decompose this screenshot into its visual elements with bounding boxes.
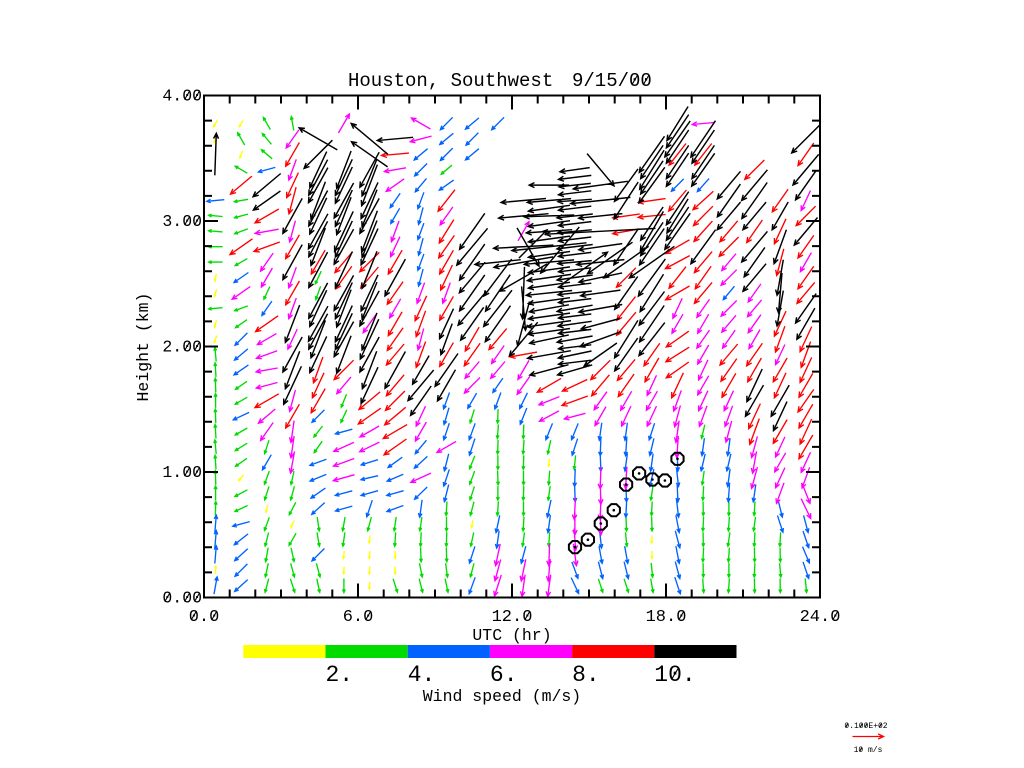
svg-text:3.00: 3.00 bbox=[162, 212, 202, 231]
svg-text:8.: 8. bbox=[572, 662, 600, 688]
svg-text:Wind speed (m/s): Wind speed (m/s) bbox=[423, 687, 581, 706]
svg-text:6.: 6. bbox=[490, 662, 518, 688]
svg-text:4.: 4. bbox=[408, 662, 436, 688]
svg-text:24.0: 24.0 bbox=[800, 608, 841, 627]
svg-text:0.100E+02: 0.100E+02 bbox=[844, 722, 887, 731]
svg-text:2.: 2. bbox=[326, 662, 354, 688]
svg-text:9/15/00: 9/15/00 bbox=[572, 70, 652, 92]
svg-text:10.: 10. bbox=[654, 662, 695, 688]
svg-text:4.00: 4.00 bbox=[162, 87, 202, 106]
svg-text:10 m/s: 10 m/s bbox=[854, 746, 883, 755]
svg-text:12.0: 12.0 bbox=[492, 608, 533, 627]
svg-text:18.0: 18.0 bbox=[646, 608, 687, 627]
svg-text:Houston, Southwest: Houston, Southwest bbox=[348, 70, 553, 92]
svg-text:UTC (hr): UTC (hr) bbox=[472, 626, 551, 645]
svg-text:0.00: 0.00 bbox=[162, 589, 202, 608]
svg-text:2.00: 2.00 bbox=[162, 338, 202, 357]
svg-text:0.0: 0.0 bbox=[189, 608, 220, 627]
svg-text:Height (km): Height (km) bbox=[134, 293, 153, 402]
svg-text:1.00: 1.00 bbox=[162, 463, 202, 482]
svg-text:6.0: 6.0 bbox=[343, 608, 374, 627]
